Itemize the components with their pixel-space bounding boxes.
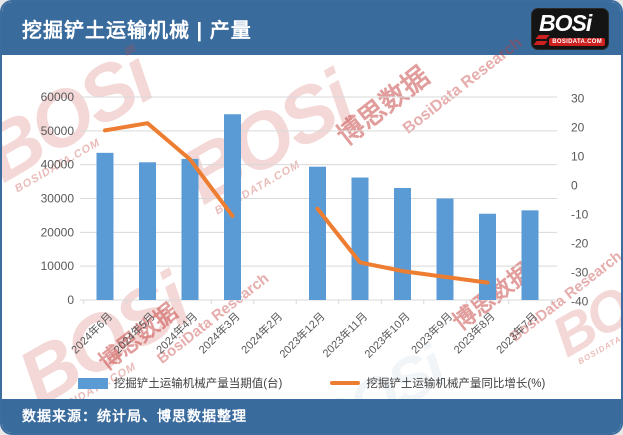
svg-text:60000: 60000 — [41, 90, 75, 104]
svg-text:2024年5月: 2024年5月 — [111, 309, 158, 356]
line-segment — [103, 121, 235, 218]
data-source-text: 数据来源：统计局、博思数据整理 — [22, 408, 247, 424]
line-segment — [315, 206, 490, 285]
bosi-logo-text: BOSi — [539, 10, 592, 36]
y-axis-left-labels: 60000 50000 40000 30000 20000 10000 0 — [41, 90, 75, 307]
svg-text:-40: -40 — [571, 295, 589, 309]
svg-text:50000: 50000 — [41, 124, 75, 138]
svg-text:30: 30 — [571, 92, 585, 106]
chart-legend: 挖掘铲土运输机械产量当期值(台) 挖掘铲土运输机械产量同比增长(%) — [2, 373, 621, 393]
bar-swatch-icon — [77, 377, 108, 389]
svg-text:20000: 20000 — [41, 225, 75, 239]
bosi-logo: BOSi BOSIDATA.COM — [532, 9, 608, 49]
bosi-logo-domain: BOSIDATA.COM — [549, 38, 605, 46]
x-axis-labels: 2024年6月2024年5月2024年4月2024年3月2024年2月2023年… — [68, 309, 540, 360]
legend-line-label: 挖掘铲土运输机械产量同比增长(%) — [366, 378, 546, 390]
bar — [96, 152, 114, 300]
page-title: 挖掘铲土运输机械 | 产量 — [22, 20, 252, 42]
legend-item-bar: 挖掘铲土运输机械产量当期值(台) — [77, 375, 283, 391]
svg-text:0: 0 — [571, 179, 578, 193]
svg-text:2024年4月: 2024年4月 — [153, 309, 200, 356]
y-axis-right-labels: 30 20 10 0 -10 -20 -30 -40 — [571, 92, 589, 309]
bar — [224, 114, 241, 300]
svg-text:-10: -10 — [571, 208, 589, 222]
header-bar: 挖掘铲土运输机械 | 产量 BOSi BOSIDATA.COM — [2, 2, 621, 55]
bar — [436, 198, 454, 300]
svg-text:2023年7月: 2023年7月 — [493, 309, 540, 356]
bar — [309, 166, 326, 300]
svg-text:2024年6月: 2024年6月 — [68, 309, 115, 356]
svg-text:30000: 30000 — [41, 192, 75, 206]
legend-bar-label: 挖掘铲土运输机械产量当期值(台) — [113, 378, 283, 390]
svg-text:-20: -20 — [571, 237, 589, 251]
svg-text:-30: -30 — [571, 266, 589, 280]
bar — [139, 162, 156, 300]
svg-text:40000: 40000 — [41, 158, 75, 172]
footer-bar: 数据来源：统计局、博思数据整理 — [2, 399, 621, 433]
svg-text:0: 0 — [67, 293, 74, 307]
svg-text:2024年3月: 2024年3月 — [196, 309, 243, 356]
svg-text:10000: 10000 — [41, 259, 75, 273]
svg-text:10: 10 — [571, 150, 585, 164]
line-series — [103, 121, 490, 285]
bar-series — [96, 114, 539, 300]
bar — [521, 210, 539, 300]
bar — [479, 213, 496, 300]
svg-text:2023年8月: 2023年8月 — [451, 309, 498, 356]
svg-text:20: 20 — [571, 121, 585, 135]
svg-text:2023年10月: 2023年10月 — [361, 309, 412, 360]
bar — [351, 177, 369, 300]
legend-item-line: 挖掘铲土运输机械产量同比增长(%) — [330, 375, 545, 391]
bar — [181, 158, 199, 300]
svg-text:2023年9月: 2023年9月 — [408, 309, 455, 356]
bar — [394, 188, 411, 300]
svg-text:2023年12月: 2023年12月 — [276, 309, 327, 360]
line-swatch-icon — [330, 381, 361, 385]
svg-text:2024年2月: 2024年2月 — [238, 309, 285, 356]
